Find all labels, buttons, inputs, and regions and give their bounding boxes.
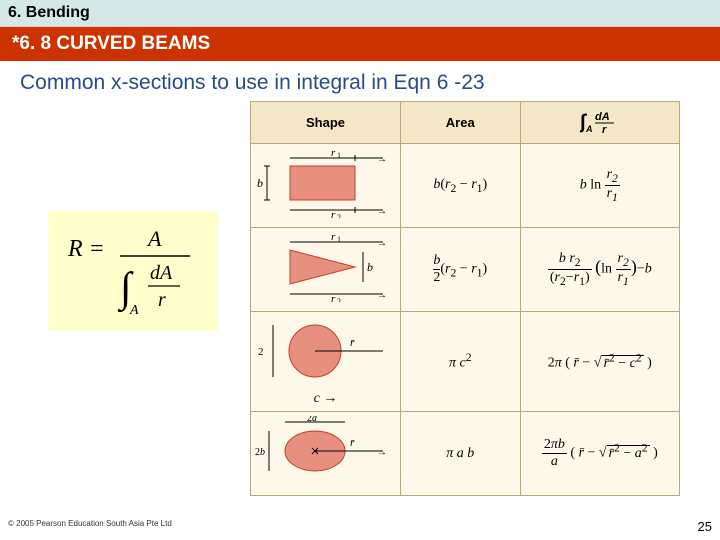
table-row: r̄ 2a 2b → π a b 2πba ( r̄ − √r̄2 − a2 ) xyxy=(251,412,680,496)
col-integral: ∫ A dA r xyxy=(520,102,679,144)
table-row: b r1 r2 → → b2(r2 − r1) b r2(r2−r xyxy=(251,228,680,312)
section-bar: *6. 8 CURVED BEAMS xyxy=(0,27,720,61)
svg-text:2b: 2b xyxy=(255,447,265,458)
formula-r-equals: R = A ∫ A dA r xyxy=(58,216,208,326)
svg-text:A: A xyxy=(146,226,162,251)
svg-text:→: → xyxy=(377,238,387,249)
svg-text:A: A xyxy=(585,124,593,134)
svg-text:→: → xyxy=(377,290,387,301)
table-row: b r1 r2 → → b(r2 − r1) b ln r2r1 xyxy=(251,144,680,228)
formula-box: R = A ∫ A dA r xyxy=(48,211,218,331)
svg-text:dA: dA xyxy=(595,111,610,123)
copyright: © 2005 Pearson Education South Asia Pte … xyxy=(8,519,172,534)
col-shape: Shape xyxy=(251,102,401,144)
subtitle: Common x-sections to use in integral in … xyxy=(0,61,720,101)
svg-text:R =: R = xyxy=(67,236,105,262)
svg-text:1: 1 xyxy=(337,235,341,244)
shape-ellipse: r̄ 2a 2b → xyxy=(255,416,395,486)
svg-text:r: r xyxy=(331,148,336,159)
table-row: r̄ 2c → π c2 2π ( r̄ − √r̄2 − c2 ) xyxy=(251,312,680,412)
chapter-bar: 6. Bending xyxy=(0,0,720,27)
section-title: *6. 8 CURVED BEAMS xyxy=(12,33,210,54)
svg-text:r̄: r̄ xyxy=(350,337,355,349)
cross-section-table: Shape Area ∫ A dA r xyxy=(250,101,680,496)
svg-text:2: 2 xyxy=(258,346,264,358)
shape-triangle: b r1 r2 → → xyxy=(255,232,395,302)
svg-text:b: b xyxy=(257,176,263,190)
content-area: R = A ∫ A dA r Shape Area ∫ A dA xyxy=(0,101,720,501)
svg-text:2: 2 xyxy=(337,297,341,302)
svg-text:dA: dA xyxy=(150,262,173,284)
page-number: 25 xyxy=(698,519,712,534)
svg-text:A: A xyxy=(129,303,139,318)
svg-text:r: r xyxy=(331,293,336,302)
svg-text:b: b xyxy=(367,260,373,274)
svg-text:2: 2 xyxy=(337,213,341,218)
svg-text:r: r xyxy=(158,289,166,311)
svg-text:2a: 2a xyxy=(307,416,317,424)
shape-circle: r̄ 2 xyxy=(255,316,395,386)
chapter-title: 6. Bending xyxy=(8,4,90,21)
footer: © 2005 Pearson Education South Asia Pte … xyxy=(8,519,712,534)
col-area: Area xyxy=(400,102,520,144)
svg-text:→: → xyxy=(377,447,387,458)
svg-text:r̄: r̄ xyxy=(350,437,355,449)
svg-text:→: → xyxy=(377,206,387,217)
svg-text:r: r xyxy=(331,232,336,243)
svg-text:→: → xyxy=(377,154,387,165)
shape-rectangle: b r1 r2 → → xyxy=(255,148,395,218)
svg-text:r: r xyxy=(602,124,607,134)
svg-text:1: 1 xyxy=(337,151,341,160)
svg-text:r: r xyxy=(331,209,336,218)
